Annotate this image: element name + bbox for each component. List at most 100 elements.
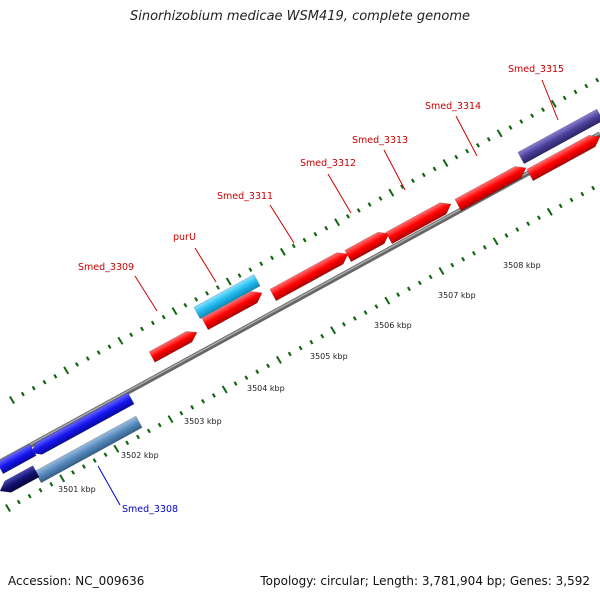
gene-leader-line [134,275,158,312]
scale-tick-upper [378,196,383,201]
scale-tick-upper [334,218,341,227]
scale-tick-lower [558,203,563,209]
scale-tick-upper [20,391,25,397]
scale-tick-upper [496,129,503,138]
scale-tick-upper [107,344,112,350]
scale-tick-upper [432,166,437,172]
scale-tick-upper [508,125,513,130]
scale-tick-upper [183,302,188,308]
scale-tick-upper [465,148,470,154]
scale-tick-lower [211,393,216,398]
gene-arrow-smed-3313 [385,202,452,245]
scale-tick-upper [313,231,318,237]
scale-tick-upper [291,243,296,249]
gene-label: Smed_3315 [508,64,564,75]
gene-label: purU [173,232,196,243]
scale-label: 3501 kbp [58,485,96,494]
scale-tick-lower [233,381,238,386]
scale-tick-lower [492,237,499,246]
scale-tick-lower [92,458,97,463]
scale-tick-lower [580,191,585,197]
scale-tick-lower [298,345,303,351]
scale-tick-lower [113,444,120,453]
scale-tick-lower [396,292,401,298]
scale-tick-upper [302,237,307,243]
scale-tick-upper [259,261,264,267]
scale-tick-upper [75,362,80,367]
gene-label: Smed_3311 [217,191,273,202]
scale-tick-lower [352,316,357,321]
scale-tick-upper [140,326,145,332]
scale-tick-lower [167,415,174,424]
scale-label: 3503 kbp [184,417,222,426]
scale-tick-upper [486,137,491,142]
scale-tick-lower [569,197,574,203]
gene-arrow-smed-3308 [34,415,143,484]
scale-tick-lower [275,355,282,364]
scale-tick-upper [356,208,361,213]
gene-arrow-navy-shape [0,465,40,493]
gene-arrow-purU-red [201,291,263,331]
gene-leader-line [455,115,478,157]
scale-tick-lower [515,227,520,232]
scale-tick-lower [374,304,379,309]
scale-tick-lower [461,256,466,262]
gene-arrow-navy [0,465,40,493]
scale-tick-upper [150,320,155,326]
scale-tick-lower [438,267,445,276]
gene-arrow-purU [193,274,261,320]
scale-tick-upper [562,95,567,101]
scale-tick-lower [27,493,32,499]
gene-leader-line [194,247,217,283]
scale-tick-lower [244,375,249,380]
scale-tick-lower [482,245,487,250]
gene-arrow-smed-3313-shape [385,202,452,245]
gene-leader-line [383,149,406,191]
scale-label: 3508 kbp [503,261,541,270]
gene-arrow-smed-3312-shape [344,231,390,263]
scale-label: 3502 kbp [121,451,159,460]
gene-leader-line [97,465,121,506]
scale-tick-upper [584,83,589,89]
scale-tick-lower [5,503,11,513]
scale-tick-lower [330,326,337,335]
gene-arrow-purU-shape [193,274,261,320]
scale-label: 3507 kbp [438,291,476,300]
scale-tick-upper [530,113,535,118]
scale-label: 3506 kbp [374,321,412,330]
scale-tick-upper [550,99,557,108]
scale-tick-lower [190,404,195,410]
scale-tick-lower [384,296,391,305]
scale-tick-lower [266,363,271,369]
scale-tick-upper [270,255,275,261]
scale-tick-lower [157,422,162,428]
gene-arrow-purU-red-shape [201,291,263,331]
scale-tick-upper [400,184,405,190]
scale-tick-upper [248,267,253,272]
scale-tick-upper [96,350,101,355]
gene-arrow-smed-3311 [269,252,349,302]
genome-summary: Topology: circular; Length: 3,781,904 bp… [260,574,590,588]
scale-tick-upper [53,373,58,379]
gene-label: Smed_3312 [300,158,356,169]
gene-arrow-smed-3314-shape [454,166,527,212]
gene-leader-line [541,79,559,121]
scale-tick-lower [201,399,206,404]
scale-tick-lower [125,440,130,446]
gene-arrow-blue-main-shape [30,392,135,455]
gene-leader-line [269,204,295,244]
scale-tick-lower [103,452,108,458]
scale-tick-lower [341,322,346,327]
scale-tick-upper [324,225,329,231]
scale-tick-upper [345,214,350,219]
scale-tick-upper [388,188,395,197]
scale-tick-upper [31,385,36,391]
gene-arrow-blue-left [0,443,37,475]
scale-tick-lower [179,410,184,416]
scale-tick-lower [136,434,141,440]
scale-tick-lower [417,280,422,286]
gene-label: Smed_3313 [352,135,408,146]
scale-tick-lower [536,215,541,221]
gene-arrow-smed-3309 [148,331,198,363]
gene-arrow-smed-3315 [517,108,600,165]
